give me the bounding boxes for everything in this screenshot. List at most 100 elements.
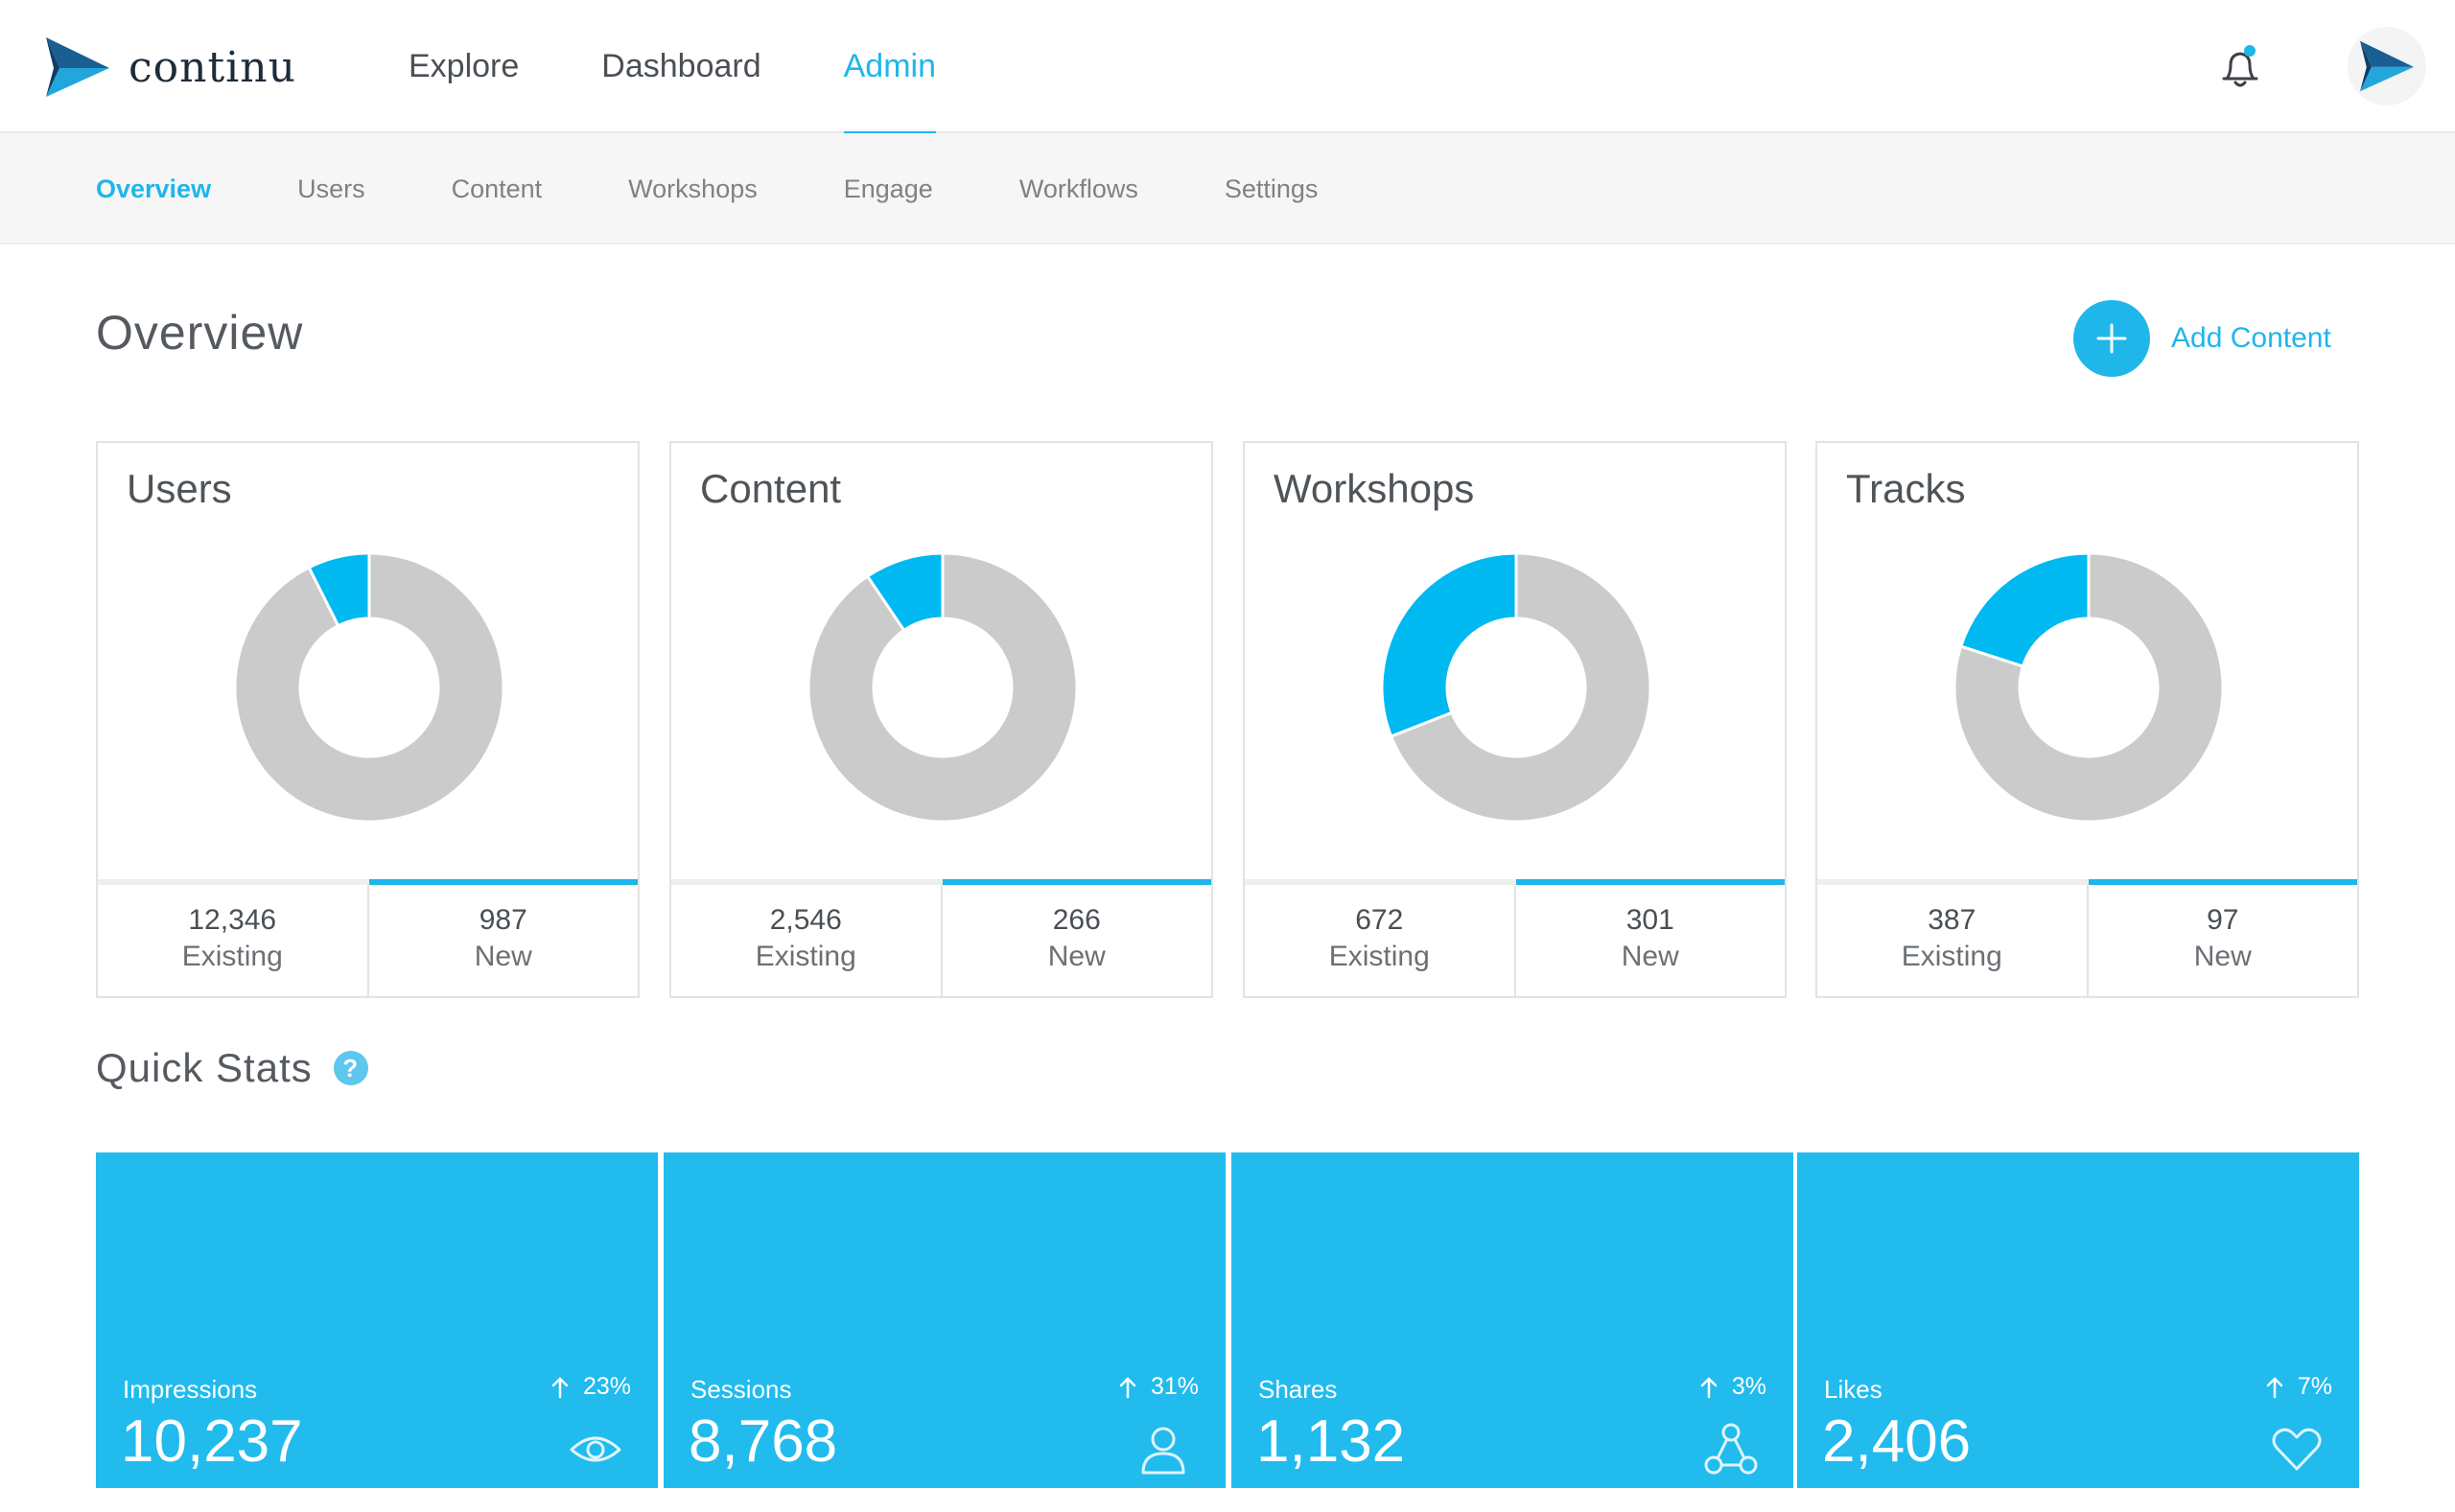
new-label: New bbox=[1047, 941, 1106, 972]
tile-value: 10,237 bbox=[121, 1408, 303, 1475]
existing-label: Existing bbox=[1328, 941, 1430, 972]
quick-stats-title: Quick Stats bbox=[96, 1045, 313, 1090]
add-content-label[interactable]: Add Content bbox=[2171, 322, 2331, 354]
donut-slice-new bbox=[1380, 551, 1518, 738]
nav-dashboard[interactable]: Dashboard bbox=[601, 48, 761, 84]
card-title: Workshops bbox=[1274, 466, 1475, 511]
nav-explore[interactable]: Explore bbox=[409, 48, 520, 84]
card-title: Content bbox=[700, 466, 842, 511]
card-footer: 2,546 Existing 266 New bbox=[671, 879, 1211, 996]
user-icon bbox=[1141, 1427, 1185, 1475]
change-percent: 31% bbox=[1150, 1373, 1199, 1400]
tracks-card[interactable]: Tracks 387 Existing 97 New bbox=[1815, 441, 2359, 998]
impressions-tile[interactable]: Impressions 23% 10,237 bbox=[96, 1152, 658, 1488]
tile-label: Shares bbox=[1258, 1375, 1338, 1404]
change-percent: 7% bbox=[2297, 1373, 2332, 1400]
donut-slice-new bbox=[307, 551, 371, 628]
change-percent: 3% bbox=[1731, 1373, 1766, 1400]
tile-change: 7% bbox=[2265, 1373, 2332, 1401]
new-stat: 987 New bbox=[366, 879, 639, 996]
tile-label: Impressions bbox=[123, 1375, 258, 1404]
tab-workshops[interactable]: Workshops bbox=[628, 174, 758, 203]
quick-stats-heading: Quick Stats ? bbox=[96, 1045, 368, 1091]
existing-label: Existing bbox=[181, 941, 283, 972]
workshops-card[interactable]: Workshops 672 Existing 301 New bbox=[1243, 441, 1787, 998]
tab-users[interactable]: Users bbox=[297, 174, 365, 203]
help-icon[interactable]: ? bbox=[333, 1051, 368, 1085]
existing-count: 672 bbox=[1355, 904, 1404, 936]
card-footer: 12,346 Existing 987 New bbox=[98, 879, 638, 996]
tab-workflows[interactable]: Workflows bbox=[1018, 174, 1138, 203]
notifications-bell-icon[interactable] bbox=[2215, 42, 2265, 92]
tile-value: 8,768 bbox=[689, 1408, 838, 1475]
card-title: Users bbox=[127, 466, 232, 511]
user-avatar[interactable] bbox=[2348, 27, 2426, 105]
content-donut-chart bbox=[807, 551, 1079, 824]
workshops-donut-chart bbox=[1380, 551, 1652, 824]
users-donut-chart bbox=[233, 551, 505, 824]
donut-slice-existing bbox=[1389, 551, 1652, 824]
tab-overview[interactable]: Overview bbox=[96, 174, 212, 203]
tracks-donut-chart bbox=[1952, 551, 2225, 824]
arrow-up-icon bbox=[1700, 1377, 1718, 1398]
sessions-tile[interactable]: Sessions 31% 8,768 bbox=[664, 1152, 1226, 1488]
card-title: Tracks bbox=[1846, 466, 1966, 511]
new-stat: 97 New bbox=[2086, 879, 2358, 996]
brand-logo[interactable]: continu bbox=[46, 35, 296, 100]
donut-slice-existing bbox=[1952, 551, 2225, 824]
arrow-up-icon bbox=[1119, 1377, 1136, 1398]
tile-change: 23% bbox=[550, 1373, 631, 1401]
tile-change: 3% bbox=[1699, 1373, 1766, 1401]
share-nodes-icon bbox=[1704, 1423, 1758, 1475]
sub-nav: Overview Users Content Workshops Engage … bbox=[96, 133, 1404, 244]
nav-admin[interactable]: Admin bbox=[843, 0, 937, 135]
existing-count: 387 bbox=[1928, 904, 1976, 936]
new-count: 987 bbox=[479, 904, 527, 936]
new-count: 301 bbox=[1625, 904, 1674, 936]
avatar-logo-icon bbox=[2360, 40, 2414, 92]
page-title: Overview bbox=[96, 306, 304, 360]
tile-label: Likes bbox=[1824, 1375, 1882, 1404]
shares-tile[interactable]: Shares 3% 1,132 bbox=[1231, 1152, 1793, 1488]
existing-label: Existing bbox=[1901, 941, 2002, 972]
arrow-up-icon bbox=[551, 1377, 569, 1398]
new-label: New bbox=[1621, 941, 1679, 972]
top-navigation-bar: continu Explore Dashboard Admin bbox=[0, 0, 2455, 135]
tab-engage[interactable]: Engage bbox=[843, 174, 933, 203]
new-stat: 301 New bbox=[1513, 879, 1786, 996]
plus-icon[interactable] bbox=[2073, 300, 2150, 377]
eye-icon bbox=[570, 1436, 621, 1462]
new-stat: 266 New bbox=[940, 879, 1212, 996]
existing-stat: 2,546 Existing bbox=[671, 885, 941, 996]
card-footer: 387 Existing 97 New bbox=[1817, 879, 2357, 996]
donut-slice-existing bbox=[807, 551, 1079, 824]
new-count: 266 bbox=[1052, 904, 1101, 936]
tab-content[interactable]: Content bbox=[451, 174, 543, 203]
existing-stat: 672 Existing bbox=[1245, 885, 1514, 996]
users-card[interactable]: Users 12,346 Existing 987 New bbox=[96, 441, 640, 998]
existing-label: Existing bbox=[755, 941, 856, 972]
change-percent: 23% bbox=[582, 1373, 631, 1400]
tab-settings[interactable]: Settings bbox=[1224, 174, 1319, 203]
continu-logo-icon bbox=[46, 37, 109, 97]
tile-value: 2,406 bbox=[1822, 1408, 1972, 1475]
new-label: New bbox=[2193, 941, 2252, 972]
likes-tile[interactable]: Likes 7% 2,406 bbox=[1797, 1152, 2359, 1488]
tile-label: Sessions bbox=[690, 1375, 792, 1404]
tile-value: 1,132 bbox=[1256, 1408, 1406, 1475]
donut-slice-new bbox=[1958, 551, 2091, 668]
tile-change: 31% bbox=[1118, 1373, 1199, 1401]
brand-name: continu bbox=[129, 42, 296, 92]
admin-sub-navigation: Overview Users Content Workshops Engage … bbox=[0, 133, 2455, 244]
content-card[interactable]: Content 2,546 Existing 266 New bbox=[669, 441, 1213, 998]
arrow-up-icon bbox=[2266, 1377, 2283, 1398]
existing-stat: 12,346 Existing bbox=[98, 885, 367, 996]
add-content-button[interactable]: Add Content bbox=[2073, 300, 2331, 377]
main-nav: Explore Dashboard Admin bbox=[409, 0, 1018, 135]
existing-stat: 387 Existing bbox=[1817, 885, 2087, 996]
heart-icon bbox=[2272, 1428, 2322, 1471]
donut-slice-existing bbox=[233, 551, 505, 824]
existing-count: 12,346 bbox=[188, 904, 277, 936]
new-label: New bbox=[474, 941, 532, 972]
existing-count: 2,546 bbox=[769, 904, 842, 936]
